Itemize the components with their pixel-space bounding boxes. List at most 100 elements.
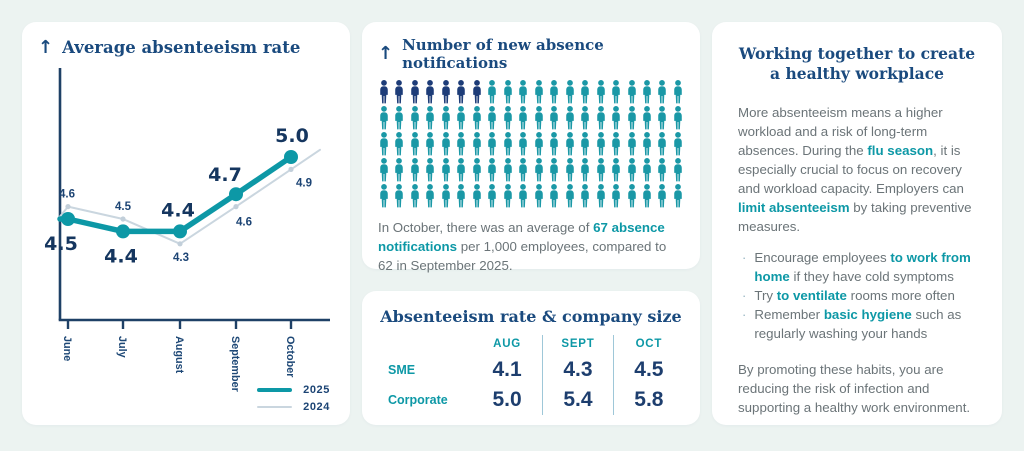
legend-row-2024: 2024 (257, 401, 330, 413)
text-segment: rooms more often (846, 288, 955, 304)
person-icon (393, 184, 405, 208)
data-label-2024: 4.6 (59, 188, 75, 200)
person-icon (564, 184, 576, 208)
highlighted-text: basic hygiene (823, 307, 912, 323)
chart-legend: 2025 2024 (257, 384, 330, 413)
person-icon (656, 80, 668, 104)
prevention-list-item: · Remember basic hygiene such as regularl… (742, 306, 976, 344)
person-icon (533, 106, 545, 130)
person-icon (455, 184, 467, 208)
person-icon (393, 106, 405, 130)
table-corner-cell (378, 335, 472, 355)
person-icon (517, 106, 529, 130)
info-card-title: Working together to create a healthy wor… (738, 44, 976, 84)
month-label: June (61, 336, 73, 361)
person-icon (393, 158, 405, 182)
person-icon (626, 184, 638, 208)
data-label-2024: 4.5 (115, 201, 132, 213)
pictogram-row (378, 132, 684, 156)
month-label: October (284, 336, 296, 378)
chart-card-title: Average absenteeism rate (62, 38, 301, 57)
series-2025-point (284, 149, 298, 164)
data-label-2025: 4.4 (161, 199, 195, 221)
notifications-card-title: Number of new absence notifications (402, 36, 604, 72)
middle-column: ↑ Number of new absence notifications (362, 22, 700, 429)
person-icon (533, 158, 545, 182)
legend-label: 2024 (303, 401, 330, 413)
absence-notifications-card: ↑ Number of new absence notifications (362, 22, 700, 273)
notifications-title-row: ↑ Number of new absence notifications (378, 36, 684, 72)
bullet-dot-icon: · (742, 307, 747, 323)
data-label-2025: 4.5 (44, 233, 78, 255)
bullet-dot-icon: · (742, 288, 747, 304)
text-segment: by taking preventive measures. (738, 199, 972, 234)
pictogram-row (378, 106, 684, 130)
month-label: July (116, 336, 128, 358)
person-icon (548, 106, 560, 130)
text-segment: such as regularly washing your hands (754, 307, 962, 341)
prevention-list-item: · Encourage employees to work from home i… (742, 249, 976, 287)
person-icon (486, 80, 498, 104)
text-segment: More absenteeism means a higher workload… (738, 105, 943, 159)
person-icon (502, 158, 514, 182)
person-icon (471, 184, 483, 208)
person-icon (641, 106, 653, 130)
prevention-list: · Encourage employees to work from home i… (738, 249, 976, 343)
healthy-workplace-card: Working together to create a healthy wor… (712, 22, 1002, 425)
person-icon (595, 158, 607, 182)
person-icon (564, 158, 576, 182)
person-icon (409, 80, 421, 104)
column-header-sept: SEPT (542, 335, 614, 355)
text-segment: Remember (754, 307, 824, 323)
data-label-2024: 4.9 (296, 177, 312, 189)
table-value: 5.0 (492, 388, 522, 411)
column-header-aug: AUG (493, 338, 522, 350)
person-icon (424, 158, 436, 182)
series-2024-point (233, 203, 239, 209)
highlighted-text: 67 absence notifications (378, 220, 665, 254)
data-label-2025: 4.7 (208, 164, 242, 186)
trend-up-arrow-icon: ↑ (38, 36, 54, 58)
person-icon (378, 158, 390, 182)
legend-label: 2025 (303, 384, 330, 396)
person-icon (440, 132, 452, 156)
person-icon (595, 106, 607, 130)
person-icon (471, 132, 483, 156)
table-body: SME 4.1 4.3 4.5 Corporate 5.0 5.4 5.8 (378, 355, 684, 415)
highlighted-text: to ventilate (776, 288, 847, 304)
company-size-table-card: Absenteeism rate & company size AUG SEPT O… (362, 291, 700, 425)
person-icon (393, 132, 405, 156)
person-icon (626, 158, 638, 182)
series-2025-point (116, 224, 130, 239)
person-icon (440, 158, 452, 182)
data-label-2025: 5.0 (275, 125, 309, 147)
pictogram-row (378, 184, 684, 208)
absenteeism-line-chart: June July August September October 4.5 4.6 4.4 4… (44, 67, 330, 392)
person-icon (455, 80, 467, 104)
highlighted-text: flu season (867, 143, 934, 159)
person-icon (517, 158, 529, 182)
series-2025-point (229, 186, 243, 201)
series-2024-point (177, 240, 183, 247)
person-icon (548, 184, 560, 208)
person-icon (455, 158, 467, 182)
table-value: 4.5 (612, 355, 684, 385)
person-icon (564, 132, 576, 156)
table-value: 4.3 (542, 355, 614, 385)
person-icon (424, 184, 436, 208)
series-2024-point (288, 166, 294, 172)
person-icon (486, 184, 498, 208)
person-icon (548, 158, 560, 182)
table-row: SME 4.1 4.3 4.5 (378, 355, 684, 385)
table-card-title: Absenteeism rate & company size (380, 307, 682, 326)
bullet-dot-icon: · (742, 250, 747, 266)
person-icon (440, 80, 452, 104)
legend-swatch-2025 (257, 388, 293, 392)
highlighted-text: limit absenteeism (738, 199, 850, 215)
person-icon (486, 132, 498, 156)
bullet-text: Remember basic hygiene such as regularly… (754, 306, 976, 344)
table-row: Corporate 5.0 5.4 5.8 (378, 385, 684, 415)
person-icon (610, 80, 622, 104)
person-icon (672, 158, 684, 182)
person-icon (672, 106, 684, 130)
